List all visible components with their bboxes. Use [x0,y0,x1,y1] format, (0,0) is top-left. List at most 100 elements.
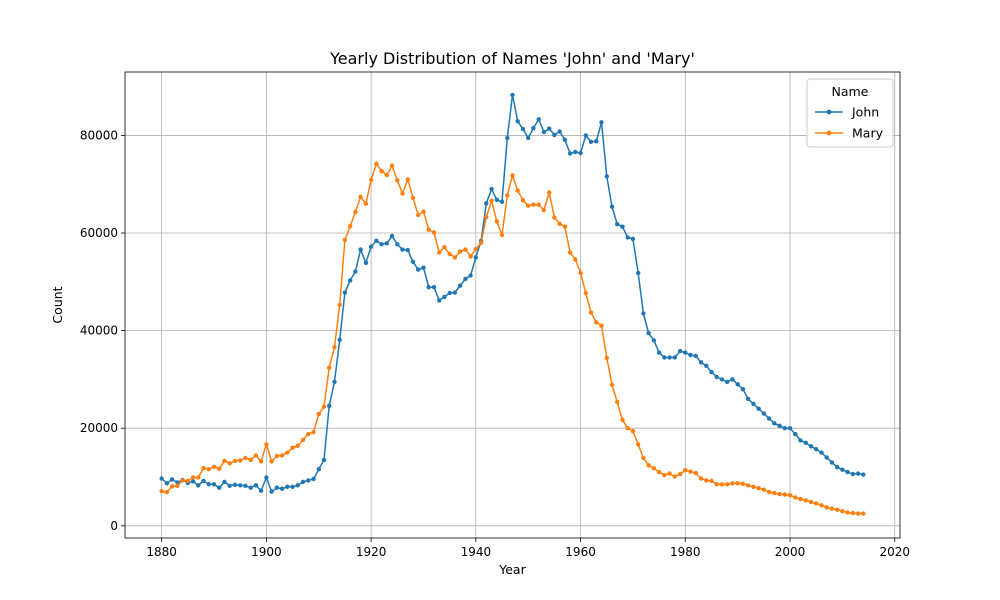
data-point-mary [253,453,259,458]
data-point-mary [704,478,709,483]
data-point-john [730,377,735,382]
data-point-john [594,139,599,144]
data-point-john [274,485,280,490]
data-point-john [824,455,829,460]
data-point-mary [489,198,494,203]
legend-swatch-marker-mary [826,130,832,136]
data-point-mary [520,198,526,203]
data-point-john [547,126,552,131]
data-point-john [787,426,793,431]
data-point-john [515,119,520,124]
data-point-mary [164,489,170,495]
series-mary [159,161,866,516]
data-point-mary [636,442,641,447]
data-point-mary [735,481,740,486]
data-point-john [793,431,798,437]
data-point-mary [416,212,421,218]
data-point-mary [421,209,426,214]
data-point-mary [337,302,342,307]
data-point-mary [510,173,515,178]
data-point-mary [342,237,348,243]
data-point-mary [295,443,300,448]
data-point-john [327,403,332,408]
data-point-mary [845,510,850,515]
data-point-mary [306,431,311,437]
data-point-john [505,135,510,141]
data-point-john [206,482,211,487]
data-point-mary [861,511,866,516]
data-point-mary [243,455,248,461]
legend-swatch-marker-john [826,109,832,115]
data-point-john [421,265,426,270]
data-point-john [290,484,295,489]
data-point-mary [484,214,489,220]
data-point-john [845,469,850,475]
legend: Name John Mary [806,78,894,148]
data-point-john [389,233,395,239]
data-point-john [541,129,547,135]
data-point-john [814,447,819,452]
axis-ticks: 1880 1900 1920 1940 1960 1980 2000 2020 0 20000 40… [80,128,910,559]
data-point-mary [442,245,447,250]
data-point-mary [353,209,358,215]
data-point-john [227,483,232,488]
data-point-john [861,472,866,477]
data-point-mary [201,466,206,471]
legend-label-john: John [851,105,879,120]
data-point-mary [698,476,704,481]
data-point-john [332,379,337,385]
data-point-mary [180,478,185,483]
x-tick-label: 1900 [251,545,282,559]
data-point-mary [316,411,321,417]
data-point-mary [709,478,714,484]
data-point-mary [222,458,227,464]
data-point-john [850,471,856,477]
data-point-mary [206,467,211,472]
data-point-john [405,247,410,253]
data-point-john [243,483,248,488]
data-point-mary [217,466,222,471]
data-point-john [835,465,840,470]
data-point-mary [159,489,164,494]
data-point-john [808,444,814,449]
data-point-john [169,477,175,482]
data-point-mary [677,471,683,477]
data-point-john [573,149,578,155]
data-point-mary [667,471,672,476]
data-point-john [175,480,180,485]
data-point-mary [426,227,431,232]
data-point-john [667,355,672,360]
data-point-mary [248,457,253,463]
data-point-mary [761,487,767,492]
data-point-mary [400,191,405,196]
data-point-john [316,467,321,472]
data-point-mary [562,224,568,229]
data-point-john [384,241,389,246]
data-point-john [248,485,253,490]
data-point-john [583,133,588,138]
data-point-mary [264,442,269,447]
data-point-john [672,355,677,360]
data-point-mary [730,481,735,486]
data-point-john [426,285,431,290]
series-john [159,92,866,494]
legend-entry-john: John [815,105,879,120]
data-point-mary [588,310,594,315]
data-point-mary [531,202,536,207]
data-point-mary [499,232,505,238]
data-point-john [714,374,719,380]
data-point-mary [348,224,353,229]
data-point-mary [363,201,369,206]
data-point-john [510,92,515,98]
data-point-john [615,222,620,227]
data-point-mary [552,215,557,220]
data-point-mary [672,474,677,479]
data-point-john [264,475,269,480]
data-point-mary [410,195,416,201]
data-point-john [688,352,693,358]
data-point-john [311,476,316,482]
data-point-john [819,450,824,455]
data-point-mary [468,254,473,259]
data-point-mary [196,475,201,480]
